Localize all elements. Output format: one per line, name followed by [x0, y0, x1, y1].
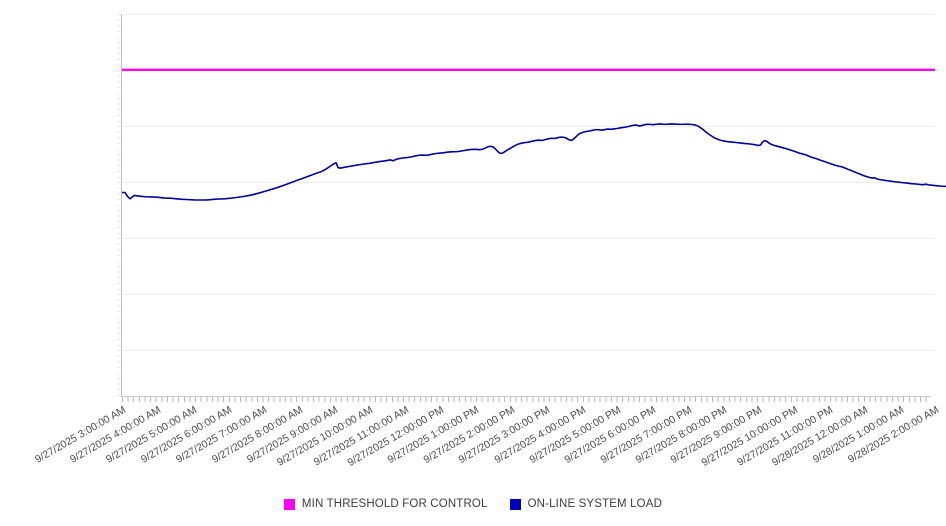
legend-color-swatch: [509, 498, 521, 510]
legend-label: ON-LINE SYSTEM LOAD: [527, 498, 663, 510]
x-axis-line: [121, 396, 931, 397]
legend-label: MIN THRESHOLD FOR CONTROL: [301, 498, 488, 510]
gridline: [122, 126, 935, 127]
gridline: [122, 182, 935, 183]
gridline: [122, 14, 935, 15]
legend-item[interactable]: MIN THRESHOLD FOR CONTROL: [283, 498, 488, 510]
series-line-on-line-system-load: [121, 123, 946, 201]
plot-surface: [122, 14, 935, 396]
series-layer: [121, 68, 946, 201]
chart-legend: MIN THRESHOLD FOR CONTROL ON-LINE SYSTEM …: [0, 494, 946, 514]
gridline: [122, 238, 935, 239]
gridline: [122, 350, 935, 351]
gridline: [122, 294, 935, 295]
y-axis-ticks: [117, 14, 122, 396]
x-axis-ticks: [122, 397, 931, 402]
legend-color-swatch: [283, 498, 295, 510]
plot-area: [121, 14, 946, 396]
legend-item[interactable]: ON-LINE SYSTEM LOAD: [509, 498, 663, 510]
x-axis-labels: 9/27/2025 3:00:00 AM 9/27/2025 4:00:00 AM…: [0, 396, 946, 496]
